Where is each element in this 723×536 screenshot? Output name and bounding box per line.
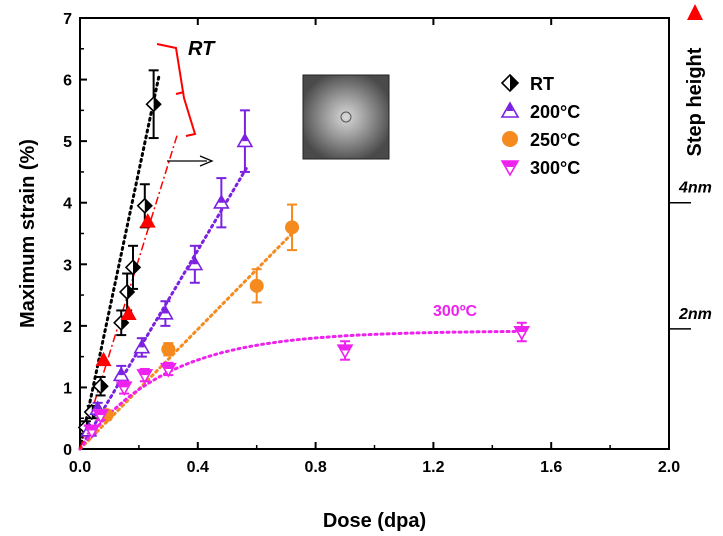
x-tick-label: 1.2 bbox=[422, 459, 444, 476]
rt-bracket bbox=[156, 43, 197, 137]
trend-curve bbox=[78, 329, 524, 451]
trend-lines bbox=[78, 71, 524, 451]
marker-fill bbox=[218, 195, 225, 203]
arrow-head bbox=[199, 155, 214, 167]
data-point bbox=[83, 424, 101, 440]
marker-fill bbox=[249, 278, 264, 293]
legend-label: 200°C bbox=[530, 102, 580, 122]
x-tick-label: 0.0 bbox=[69, 459, 91, 476]
legend-label: RT bbox=[530, 74, 554, 94]
temperature-annotation: 300ºC bbox=[433, 303, 478, 320]
y-axis-title: Maximum strain (%) bbox=[17, 139, 39, 328]
x-tick-label: 0.8 bbox=[304, 459, 326, 476]
data-point bbox=[157, 304, 174, 320]
x-tick-label: 1.6 bbox=[540, 459, 562, 476]
data-point bbox=[133, 338, 151, 354]
marker-fill bbox=[84, 425, 99, 431]
marker-fill bbox=[161, 342, 176, 357]
right-axis-title: Step height bbox=[684, 47, 706, 156]
y-tick-label: 0 bbox=[63, 442, 72, 459]
data-point bbox=[500, 101, 520, 118]
right-tick-label: 2nm bbox=[678, 306, 712, 323]
rt-bracket-tick bbox=[175, 91, 185, 95]
data-point bbox=[159, 362, 177, 378]
marker-fill bbox=[117, 382, 132, 388]
marker-fill bbox=[120, 305, 137, 320]
inset-center-ring bbox=[340, 111, 352, 123]
data-point bbox=[95, 351, 112, 367]
right-axis: 4nm 2nm Step height bbox=[669, 4, 712, 330]
data-point bbox=[136, 369, 154, 384]
marker-fill bbox=[191, 257, 198, 265]
annotations: RT 300ºC bbox=[156, 38, 478, 320]
y-tick-label: 3 bbox=[63, 257, 72, 274]
data-point bbox=[139, 213, 156, 228]
marker-fill bbox=[139, 213, 156, 228]
marker-fill bbox=[514, 326, 529, 333]
marker-fill bbox=[133, 260, 141, 275]
step-height-marker-icon bbox=[687, 4, 703, 20]
axes: 0.0 0.4 0.8 1.2 1.6 2.0 0 1 2 3 4 5 6 7 Dose (dpa) Maxi… bbox=[17, 11, 680, 532]
y-tick-label: 1 bbox=[63, 380, 72, 397]
inset-image bbox=[302, 74, 390, 160]
y-tick-label: 2 bbox=[63, 319, 72, 336]
marker-fill bbox=[94, 401, 101, 409]
marker-fill bbox=[153, 97, 161, 112]
data-point bbox=[186, 255, 204, 271]
data-point bbox=[161, 342, 176, 357]
marker-fill bbox=[502, 161, 518, 167]
marker-fill bbox=[502, 131, 518, 147]
data-point bbox=[502, 131, 518, 147]
y-tick-label: 7 bbox=[63, 11, 72, 28]
data-point bbox=[513, 325, 531, 341]
y-tick-label: 5 bbox=[63, 134, 72, 151]
marker-fill bbox=[93, 409, 108, 416]
marker-fill bbox=[285, 220, 300, 235]
data-point bbox=[336, 344, 354, 360]
data-point bbox=[92, 378, 109, 395]
marker-fill bbox=[162, 306, 169, 314]
data-marks bbox=[77, 69, 531, 440]
arrow-annotation bbox=[167, 155, 214, 167]
inset-frame bbox=[302, 74, 390, 160]
right-tick-label: 4nm bbox=[678, 180, 712, 197]
data-point bbox=[145, 96, 162, 113]
marker-fill bbox=[338, 345, 353, 351]
data-point bbox=[212, 194, 230, 209]
marker-fill bbox=[144, 198, 152, 213]
marker-fill bbox=[118, 368, 125, 376]
x-tick-label: 2.0 bbox=[658, 459, 680, 476]
data-point bbox=[236, 132, 254, 148]
data-point bbox=[92, 409, 109, 424]
legend-label: 250°C bbox=[530, 130, 580, 150]
rt-annotation: RT bbox=[188, 38, 216, 60]
data-point bbox=[285, 220, 300, 235]
trend-line bbox=[78, 164, 250, 451]
marker-fill bbox=[95, 351, 112, 367]
data-point bbox=[115, 381, 133, 397]
marker-fill bbox=[506, 103, 514, 111]
marker-fill bbox=[510, 75, 518, 91]
data-point bbox=[249, 278, 264, 293]
marker-fill bbox=[100, 379, 108, 394]
legend-label: 300°C bbox=[530, 158, 580, 178]
legend: RT 200°C 250°C 300°C bbox=[500, 73, 580, 178]
y-tick-label: 4 bbox=[63, 196, 72, 213]
marker-fill bbox=[161, 363, 176, 369]
x-axis-title: Dose (dpa) bbox=[323, 510, 426, 532]
data-point bbox=[124, 259, 142, 276]
marker-fill bbox=[138, 340, 145, 348]
data-point bbox=[136, 197, 153, 214]
y-tick-label: 6 bbox=[63, 73, 72, 90]
data-point bbox=[120, 305, 137, 320]
marker-fill bbox=[241, 134, 248, 142]
data-point bbox=[500, 160, 520, 177]
marker-fill bbox=[137, 369, 152, 376]
trend-line bbox=[78, 71, 162, 451]
data-point bbox=[500, 73, 520, 93]
x-tick-label: 0.4 bbox=[187, 459, 209, 476]
